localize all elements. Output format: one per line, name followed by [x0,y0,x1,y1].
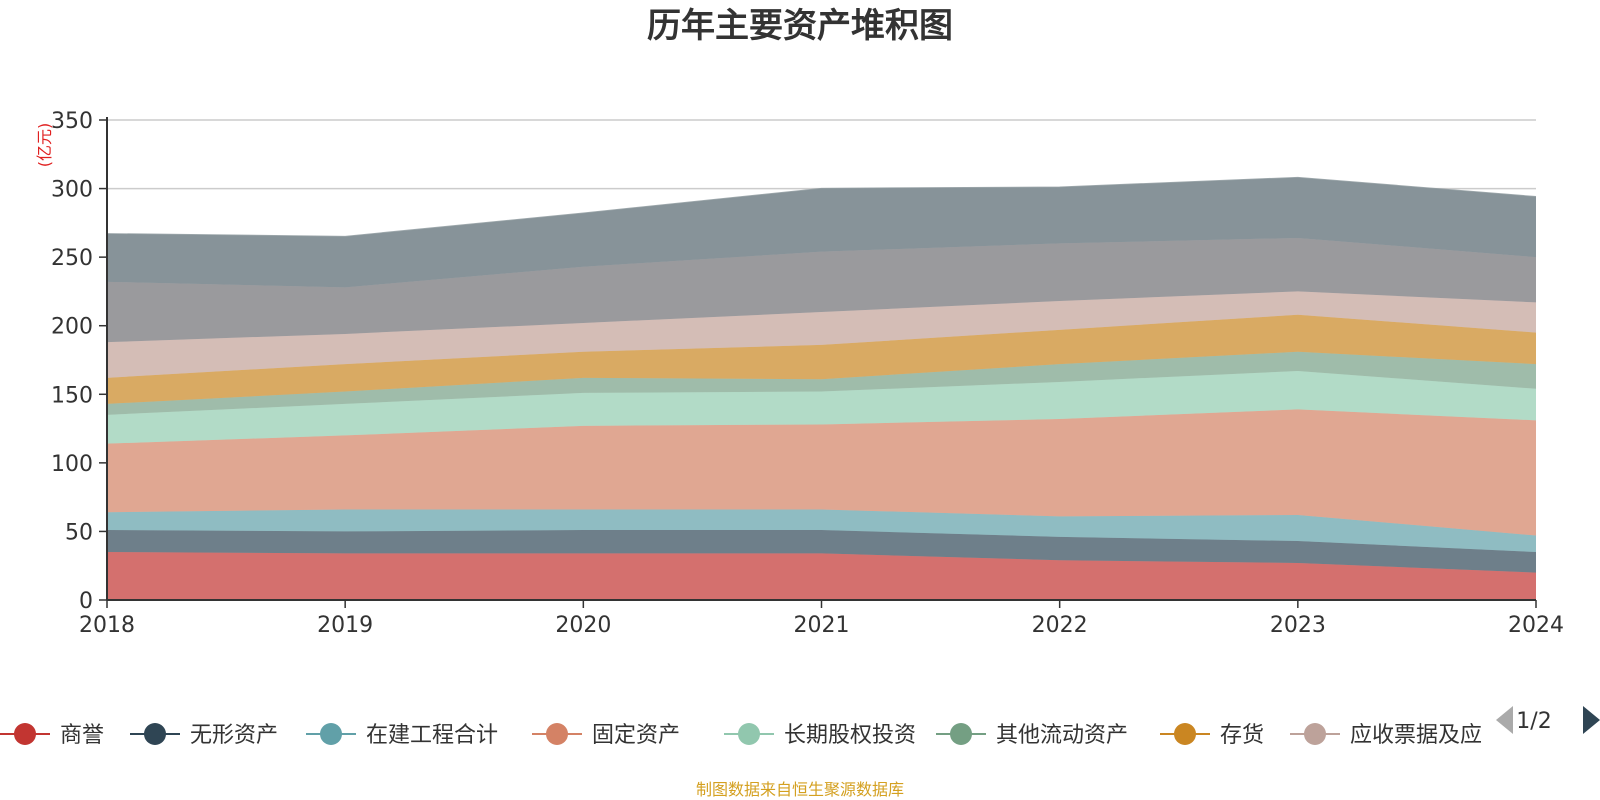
x-tick-label: 2023 [1270,613,1326,638]
legend-item[interactable]: 存货 [1160,723,1264,748]
legend-label: 长期股权投资 [784,723,916,748]
legend-page-indicator: 1/2 [1516,709,1551,734]
legend-marker-icon [738,723,760,745]
legend-label: 固定资产 [592,723,680,748]
y-tick-label: 200 [51,315,93,340]
legend-item[interactable]: 固定资产 [532,723,680,748]
legend-item[interactable]: 长期股权投资 [724,723,916,748]
area-5 [107,370,1536,444]
y-tick-label: 0 [79,589,93,614]
y-tick-label: 150 [51,383,93,408]
y-tick-label: 250 [51,246,93,271]
x-tick-label: 2021 [794,613,850,638]
x-tick-label: 2020 [555,613,611,638]
area-line-10 [106,176,1537,238]
legend[interactable]: 商誉 无形资产 在建工程合计 固定资产 长期股权投资 其他流动资产 存货 应收票据及应 [0,723,1482,748]
data-source-note: 制图数据来自恒生聚源数据库 [696,780,904,799]
area-1 [107,552,1536,600]
area-3 [107,509,1536,552]
legend-item[interactable]: 其他流动资产 [936,723,1128,748]
legend-item[interactable]: 在建工程合计 [306,723,498,748]
legend-label: 存货 [1220,723,1264,748]
legend-items: 商誉 无形资产 在建工程合计 固定资产 长期股权投资 其他流动资产 存货 应收票据及应 [0,723,1482,748]
x-axis-ticks: 2018 2019 2020 2021 2022 2023 2024 [79,600,1564,638]
area-series [106,176,1537,600]
legend-marker-icon [14,723,36,745]
legend-label: 无形资产 [190,723,278,748]
legend-marker-icon [546,723,568,745]
y-axis-unit: (亿元) [35,123,54,168]
x-tick-label: 2018 [79,613,135,638]
legend-marker-icon [320,723,342,745]
y-tick-label: 50 [65,520,93,545]
legend-marker-icon [1304,723,1326,745]
area-8 [107,291,1536,378]
chart-title: 历年主要资产堆积图 [647,6,953,46]
area-9 [107,237,1536,343]
area-10 [107,177,1536,288]
area-6 [107,351,1536,415]
y-tick-label: 300 [51,178,93,203]
y-tick-label: 350 [51,109,93,134]
legend-label: 应收票据及应 [1350,723,1482,748]
next-page-icon[interactable] [1583,706,1600,734]
area-4 [107,409,1536,536]
area-7 [107,314,1536,404]
legend-item[interactable]: 无形资产 [130,723,278,748]
legend-label: 其他流动资产 [996,723,1128,748]
area-2 [107,530,1536,573]
legend-marker-icon [1174,723,1196,745]
legend-marker-icon [950,723,972,745]
y-axis-ticks: 0 50 100 150 200 250 300 350 [51,109,107,614]
legend-pager: 1/2 [1496,706,1600,734]
y-tick-label: 100 [51,452,93,477]
legend-marker-icon [144,723,166,745]
x-tick-label: 2024 [1508,613,1564,638]
x-tick-label: 2019 [317,613,373,638]
legend-label: 在建工程合计 [366,723,498,748]
prev-page-icon[interactable] [1496,706,1513,734]
legend-item[interactable]: 应收票据及应 [1290,723,1482,748]
x-tick-label: 2022 [1032,613,1088,638]
legend-label: 商誉 [60,723,104,748]
legend-item[interactable]: 商誉 [0,723,104,748]
